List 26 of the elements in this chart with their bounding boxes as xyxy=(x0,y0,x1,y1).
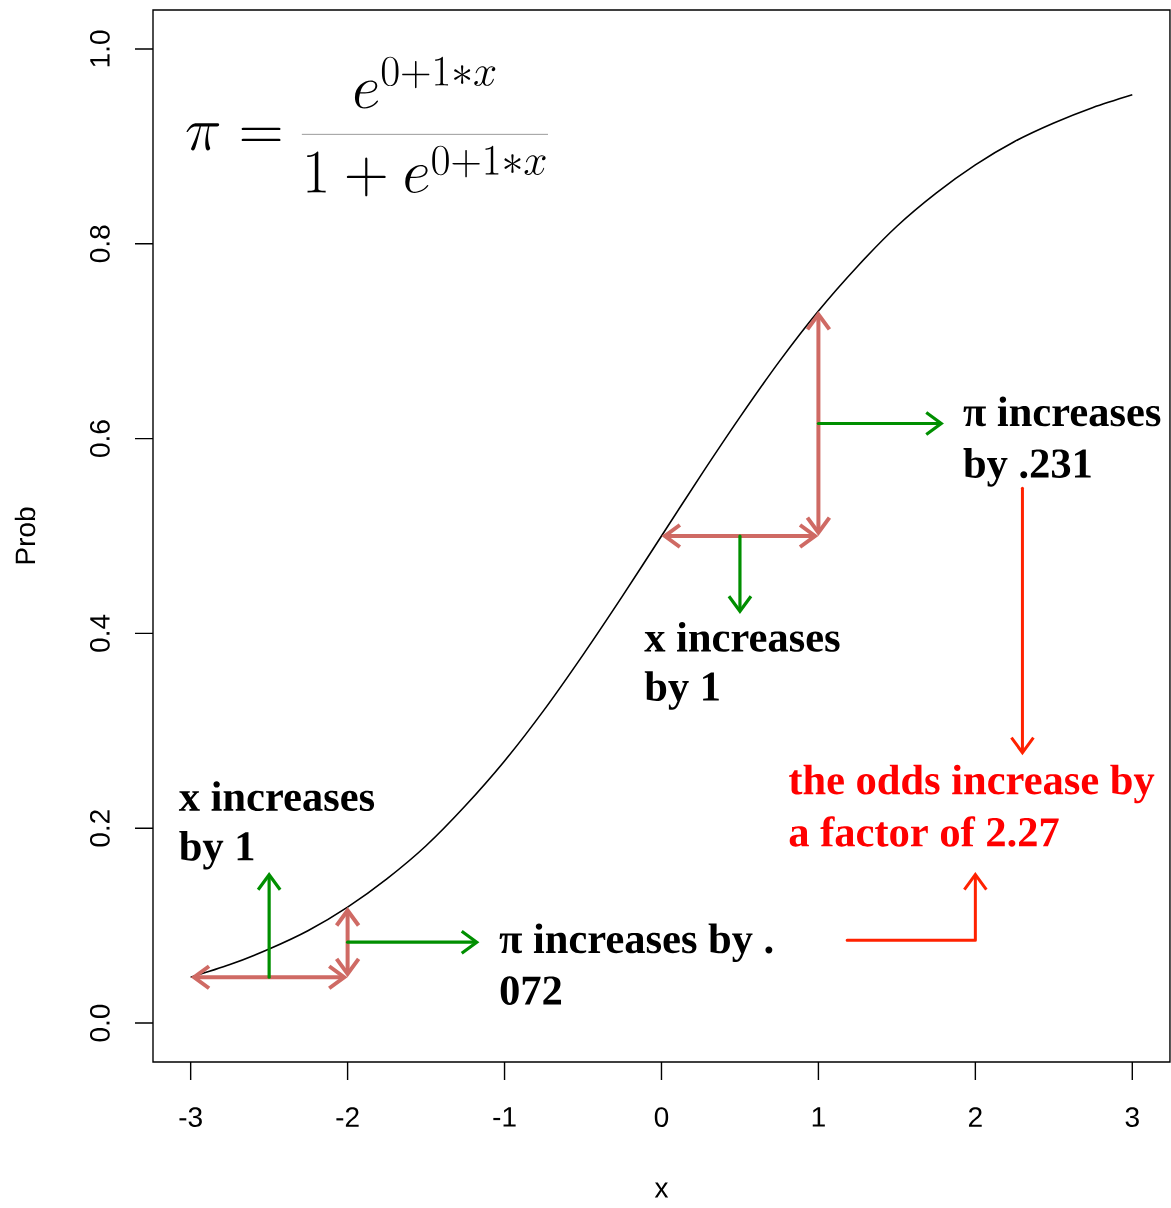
annotation: a factor of 2.27 xyxy=(789,816,1059,847)
annotation: the odds increase by xyxy=(789,764,1155,804)
x-axis-title: x xyxy=(654,1182,669,1198)
annotation: $\pi = \frac{e^{0+1*x}}{1+e^{0+1*x}}$ xyxy=(186,56,548,197)
y-axis-title: Prob xyxy=(14,507,36,564)
y-tick-label: 1.0 xyxy=(89,30,110,67)
annotation: π increases xyxy=(963,396,1161,427)
x-tick-label: 3 xyxy=(1125,1107,1139,1128)
x-tick-label: 0 xyxy=(654,1107,669,1128)
x-tick-label: -1 xyxy=(493,1107,516,1127)
x-tick-label: -3 xyxy=(179,1107,202,1128)
annotation: by 1 xyxy=(179,830,254,870)
annotation: 072 xyxy=(500,976,562,1005)
y-tick-label: 0.8 xyxy=(89,225,110,263)
x-tick-label: -2 xyxy=(336,1107,359,1127)
x-tick-label: 1 xyxy=(812,1107,825,1127)
annotation: x increases xyxy=(178,781,375,812)
annotation: x increases xyxy=(644,621,840,652)
x-tick-label: 2 xyxy=(968,1107,982,1127)
annotation: π increases by . xyxy=(499,923,773,963)
annotation: by 1 xyxy=(644,671,719,710)
annotation: by .231 xyxy=(963,448,1091,487)
y-tick-label: 0.0 xyxy=(89,1004,110,1042)
y-tick-label: 0.6 xyxy=(89,420,110,457)
y-tick-label: 0.4 xyxy=(89,614,110,652)
y-tick-label: 0.2 xyxy=(89,810,110,847)
